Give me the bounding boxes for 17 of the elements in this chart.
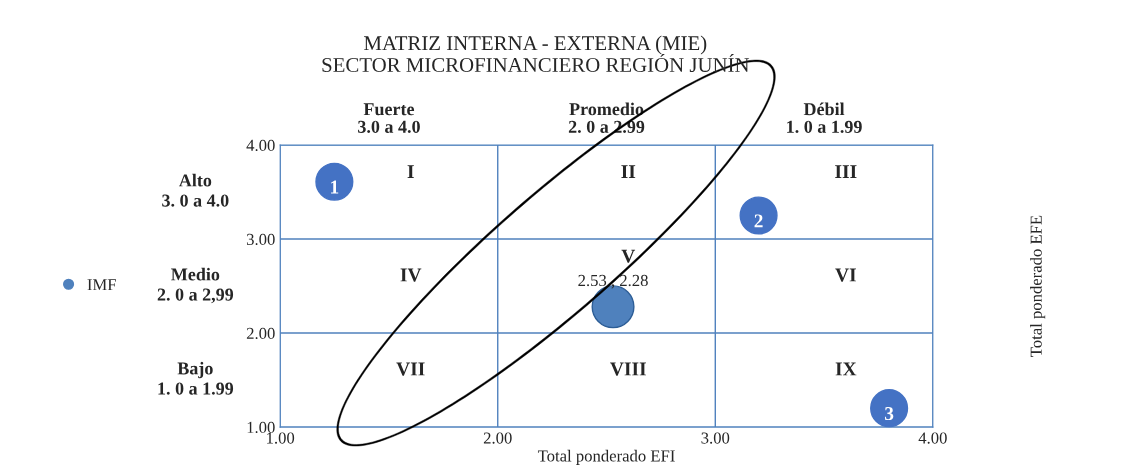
y-tick-label: 2.00 xyxy=(246,327,275,340)
annotation: IX xyxy=(835,362,857,376)
legend-label: IMF xyxy=(87,279,116,291)
x-axis-title: Total ponderado EFI xyxy=(537,449,675,465)
y-tick-label: 4.00 xyxy=(246,139,275,152)
x-tick-label: 1.00 xyxy=(267,432,295,444)
x-tick-label: 4.00 xyxy=(918,432,947,444)
text: Alto 3. 0 a 4.0 xyxy=(162,173,229,207)
annotation: III xyxy=(835,165,857,178)
text: Débil 1. 0 a 1.99 xyxy=(787,102,862,133)
text: Bajo 1. 0 a 1.99 xyxy=(158,361,234,395)
annotation: VI xyxy=(835,268,856,282)
y-tick-label: 1.00 xyxy=(247,421,275,434)
text: Medio 2. 0 a 2,99 xyxy=(157,267,234,304)
annotation: 3 xyxy=(884,407,894,421)
y-axis-title: Total ponderado EFE xyxy=(1030,215,1046,357)
y-tick-label: 3.00 xyxy=(246,233,275,246)
